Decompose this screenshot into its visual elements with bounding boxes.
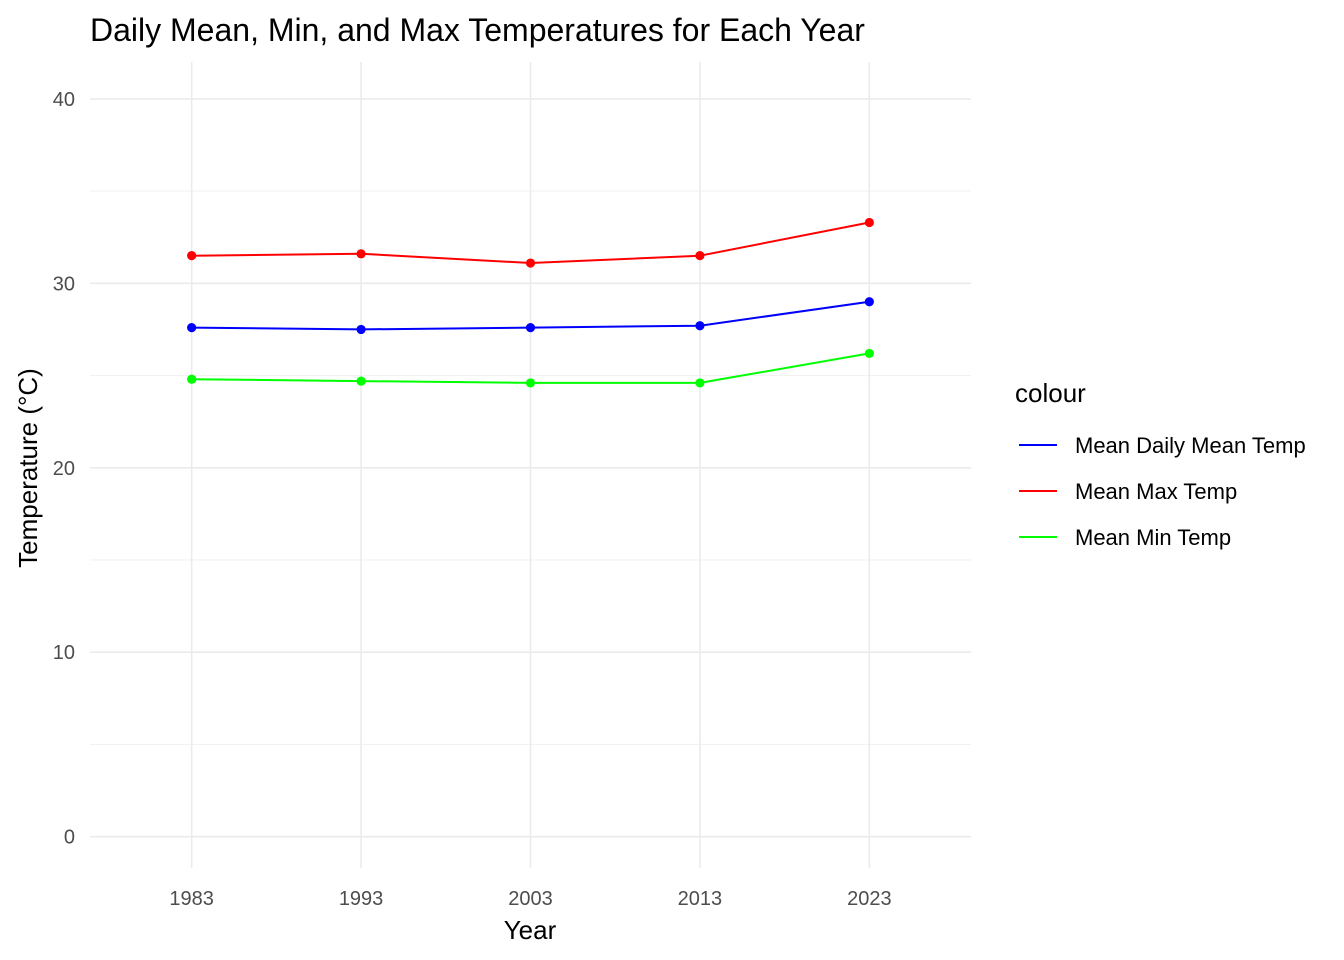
data-point [864, 217, 874, 228]
y-axis-title: Temperature (°C) [13, 368, 43, 568]
legend-label: Mean Min Temp [1075, 525, 1231, 550]
legend-item: Mean Min Temp [1019, 525, 1231, 550]
y-tick-label: 30 [53, 273, 75, 295]
x-tick-label: 2003 [508, 888, 553, 910]
data-point [356, 249, 366, 259]
data-point [695, 321, 705, 331]
series-layer [187, 217, 874, 388]
data-point [525, 378, 536, 388]
legend-item: Mean Max Temp [1019, 479, 1237, 504]
series-mean-max-temp [187, 217, 874, 268]
data-point [187, 374, 197, 384]
data-point [695, 378, 705, 388]
x-tick-label: 2023 [847, 888, 892, 910]
data-point [356, 376, 366, 386]
data-point [695, 251, 705, 261]
x-tick-label: 2013 [678, 888, 723, 910]
legend: colour Mean Daily Mean Temp Mean Max Temp… [1015, 378, 1306, 550]
y-tick-label: 20 [53, 458, 75, 480]
y-axis-ticks: 0 10 20 30 40 [53, 89, 75, 849]
legend-title: colour [1015, 378, 1086, 408]
x-axis-title: Year [504, 915, 557, 945]
data-point [864, 297, 874, 307]
data-point [525, 322, 536, 333]
legend-label: Mean Max Temp [1075, 479, 1237, 504]
legend-label: Mean Daily Mean Temp [1075, 433, 1306, 458]
chart-title: Daily Mean, Min, and Max Temperatures fo… [90, 12, 865, 48]
x-axis-ticks: 1983 1993 2003 2013 2023 [169, 888, 891, 910]
data-point [864, 348, 874, 359]
y-tick-label: 40 [53, 89, 75, 111]
data-point [525, 258, 536, 268]
data-point [187, 322, 197, 333]
legend-item: Mean Daily Mean Temp [1019, 433, 1306, 458]
data-point [187, 251, 197, 261]
series-mean-min-temp [187, 348, 874, 388]
x-tick-label: 1993 [339, 888, 384, 910]
grid [90, 62, 971, 868]
y-tick-label: 0 [64, 827, 75, 849]
x-tick-label: 1983 [169, 888, 214, 910]
y-tick-label: 10 [53, 642, 75, 664]
series-mean-daily-mean-temp [187, 297, 874, 335]
data-point [356, 324, 366, 335]
